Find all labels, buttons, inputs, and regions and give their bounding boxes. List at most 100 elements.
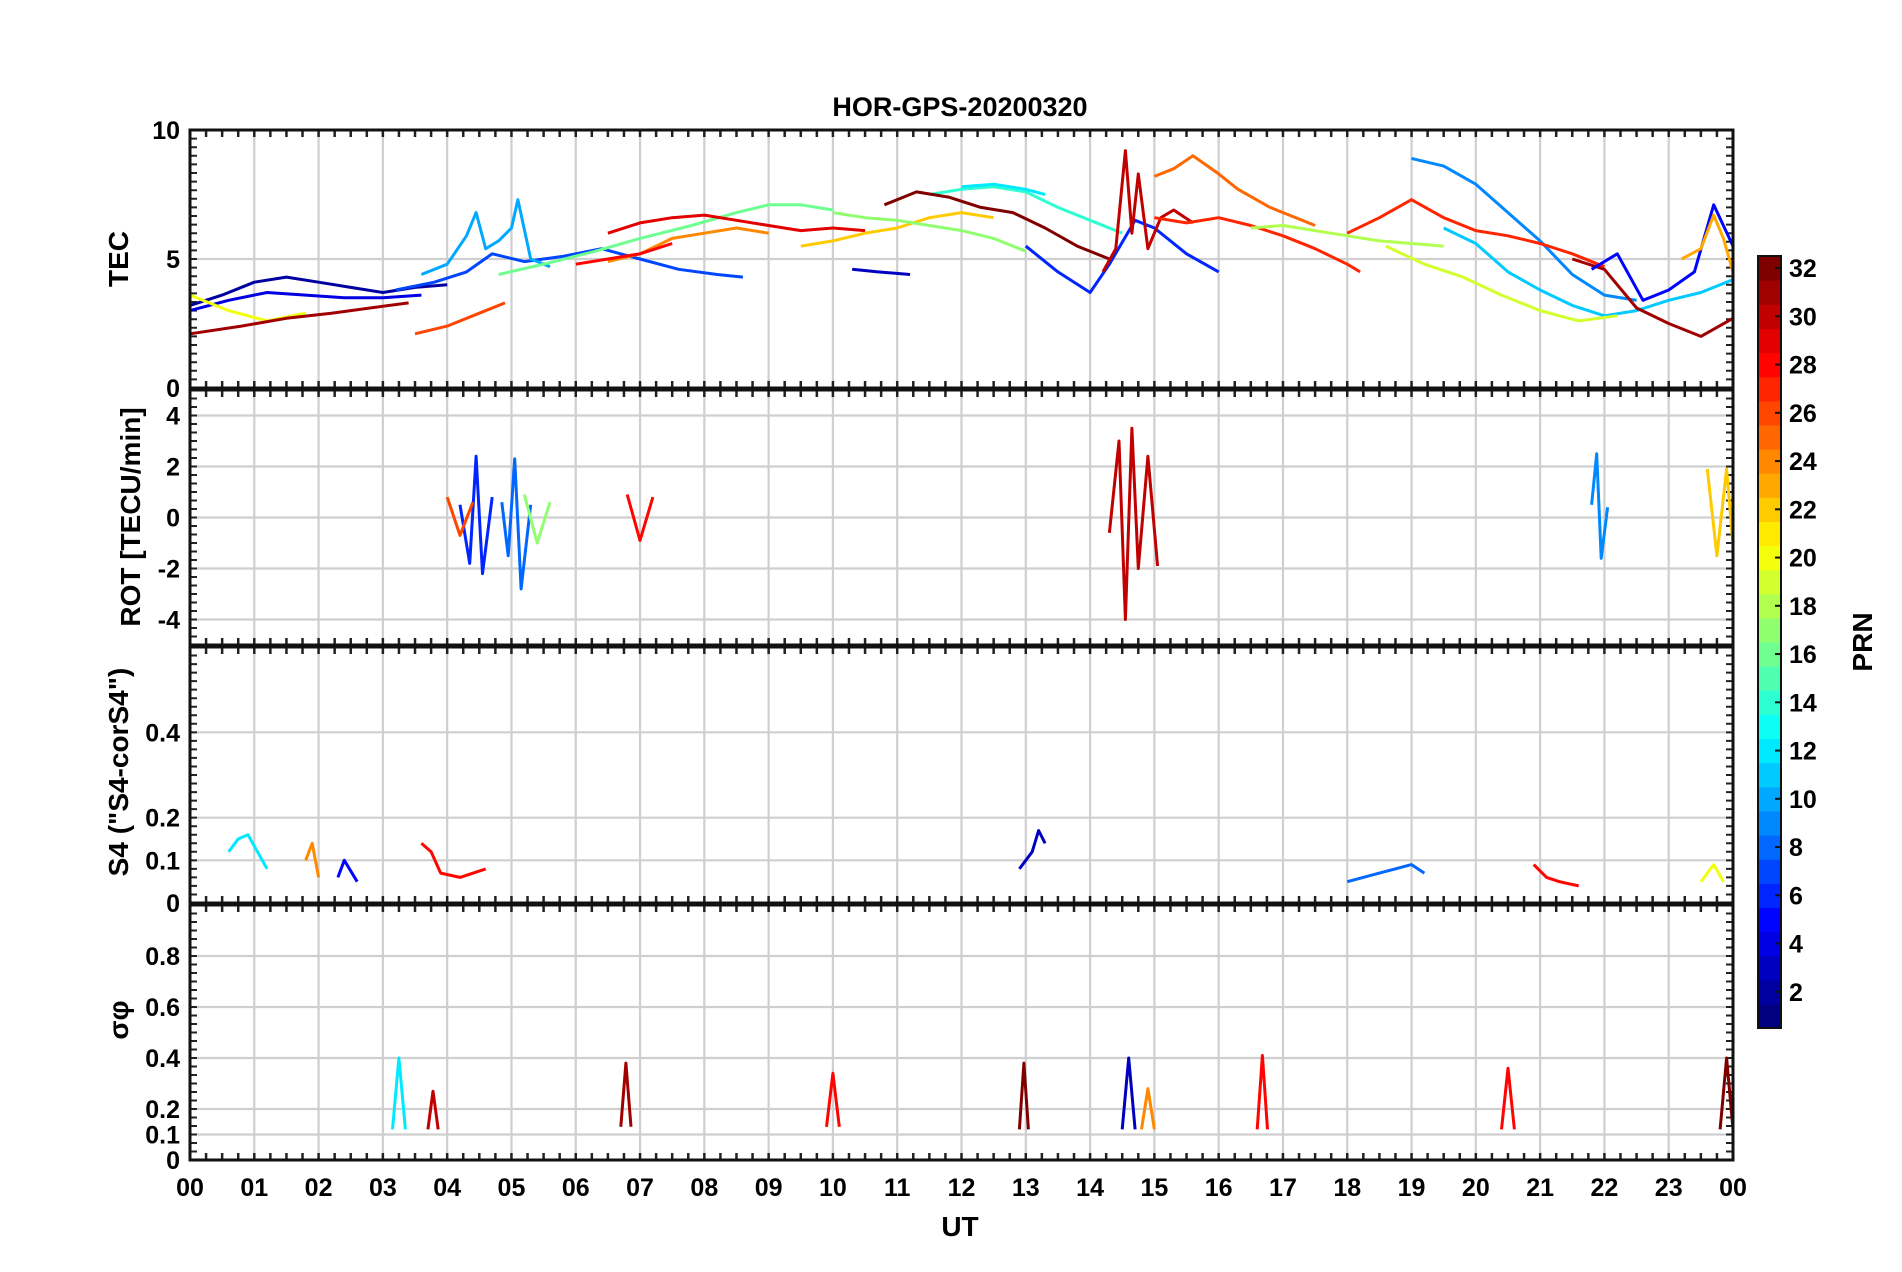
x-tick-label: 01	[240, 1174, 268, 1202]
x-tick-label: 07	[626, 1174, 654, 1202]
series-line-prn-24	[304, 841, 321, 878]
y-tick-label: 0.1	[145, 1122, 180, 1150]
series-line-prn-5	[1590, 203, 1735, 302]
series-line-prn-3	[1120, 1056, 1137, 1130]
series-line-prn-9	[1411, 156, 1637, 302]
colorbar-segment	[1758, 714, 1781, 740]
x-tick-label: 20	[1462, 1174, 1490, 1202]
series-line-prn-17	[522, 494, 552, 545]
colorbar-segment	[1758, 955, 1781, 981]
colorbar-tick-label: 4	[1789, 931, 1803, 959]
series-line-prn-19	[1385, 244, 1618, 323]
colorbar-tick-label: 28	[1789, 352, 1817, 380]
series-line-prn-26	[445, 496, 475, 537]
y-tick-label: 0.8	[145, 943, 180, 971]
panel-tec: 0 5 10 TEC	[103, 117, 1735, 403]
y-tick-label: 0.6	[145, 994, 180, 1022]
series-line-prn-4	[189, 291, 422, 313]
x-tick-label: 23	[1655, 1174, 1683, 1202]
colorbar-segment	[1758, 280, 1781, 305]
y-axis-label: σφ	[103, 1000, 134, 1039]
x-tick-label: 02	[305, 1174, 333, 1202]
series-line-prn-24	[1140, 1087, 1156, 1130]
panel-s4: 0 0.1 0.2 0.4 S4 ("S4-corS4")	[103, 645, 1735, 918]
series-line-prn-3	[852, 267, 911, 276]
x-tick-label: 15	[1140, 1174, 1168, 1202]
x-tick-label: 05	[498, 1174, 526, 1202]
series-line-prn-31	[619, 1061, 633, 1127]
x-tick-label: 10	[819, 1174, 847, 1202]
series-line-prn-6	[458, 454, 494, 576]
colorbar-tick-label: 10	[1789, 786, 1817, 814]
x-tick-label: 19	[1398, 1174, 1426, 1202]
series-line-prn-12	[391, 1056, 407, 1130]
series-line-prn-32	[883, 190, 1110, 261]
series-line-prn-10	[420, 198, 551, 276]
x-tick-label: 11	[884, 1174, 911, 1202]
x-tick-label: 13	[1012, 1174, 1040, 1202]
colorbar-segment	[1758, 352, 1781, 378]
series-line-prn-18	[1250, 224, 1444, 248]
colorbar-segment	[1758, 1003, 1781, 1029]
colorbar-segment	[1758, 931, 1781, 957]
y-tick-label: 0.2	[145, 805, 180, 833]
colorbar-tick-label: 18	[1789, 593, 1817, 621]
y-tick-label: 0.4	[145, 719, 180, 747]
y-tick-label: 0	[166, 375, 180, 403]
colorbar-tick-label: 12	[1789, 738, 1817, 766]
series-line-prn-8	[1346, 863, 1426, 884]
colorbar-segment	[1758, 979, 1781, 1005]
colorbar-tick-label: 24	[1789, 448, 1817, 476]
series-line-prn-29	[607, 213, 866, 235]
x-tick-label: 22	[1591, 1174, 1619, 1202]
panel-rot: -4 -2 0 2 4 ROT [TECU/min]	[115, 388, 1735, 647]
x-tick-label: 00	[176, 1174, 204, 1202]
series-line-prn-27	[1154, 216, 1361, 274]
x-tick-label: 03	[369, 1174, 397, 1202]
y-tick-label: -2	[158, 556, 180, 584]
colorbar-segment	[1758, 521, 1781, 547]
colorbar-segment	[1758, 617, 1781, 643]
colorbar-tick-label: 14	[1789, 689, 1817, 717]
series-line-prn-6	[1024, 218, 1220, 294]
series-line-prn-3	[1018, 829, 1047, 870]
y-tick-label: 0.4	[145, 1045, 180, 1073]
series-line-prn-30	[1107, 426, 1160, 621]
series-line-prn-7	[395, 247, 744, 292]
x-axis-label: UT	[941, 1211, 978, 1242]
y-tick-label: -4	[158, 607, 180, 635]
colorbar-segment	[1758, 376, 1781, 402]
colorbar-segment	[1758, 449, 1781, 474]
series-line-prn-32	[1017, 1061, 1030, 1130]
y-axis-label: TEC	[103, 231, 134, 287]
y-tick-label: 4	[166, 403, 180, 431]
series-line-prn-14	[929, 185, 1123, 235]
colorbar-segment	[1758, 497, 1781, 522]
y-tick-label: 0	[166, 505, 180, 533]
x-tick-labels: 00 01 02 03 04 05 06 07 08 09 10 11 12 13 14 15 16 17 18 19…	[176, 1174, 1747, 1202]
series-line-prn-30	[1101, 149, 1194, 273]
colorbar-label: PRN	[1847, 612, 1878, 671]
series-line-prn-31b	[1571, 257, 1734, 338]
x-tick-label: 21	[1526, 1174, 1554, 1202]
colorbar-segment	[1758, 835, 1781, 860]
y-axis-label: ROT [TECU/min]	[115, 407, 146, 626]
y-axis-label: S4 ("S4-corS4")	[103, 668, 134, 877]
x-tick-label: 14	[1076, 1174, 1104, 1202]
x-tick-label: 08	[690, 1174, 718, 1202]
colorbar-tick-label: 32	[1789, 255, 1817, 283]
series-line-prn-28	[420, 842, 487, 879]
series-line-prn-32b	[1718, 1056, 1735, 1130]
colorbar-tick-label: 2	[1789, 979, 1803, 1007]
colorbar-frame	[1757, 255, 1782, 1029]
series-line-prn-27b	[1346, 198, 1605, 269]
series-line-prn-28b	[1532, 863, 1580, 888]
colorbar-segment	[1758, 859, 1781, 884]
axes-frame	[188, 903, 1735, 1162]
chart-title: HOR-GPS-20200320	[832, 92, 1087, 122]
colorbar-segment	[1758, 569, 1781, 595]
series-line-prn-22	[800, 211, 994, 248]
colorbar-tick-label: 22	[1789, 496, 1817, 524]
